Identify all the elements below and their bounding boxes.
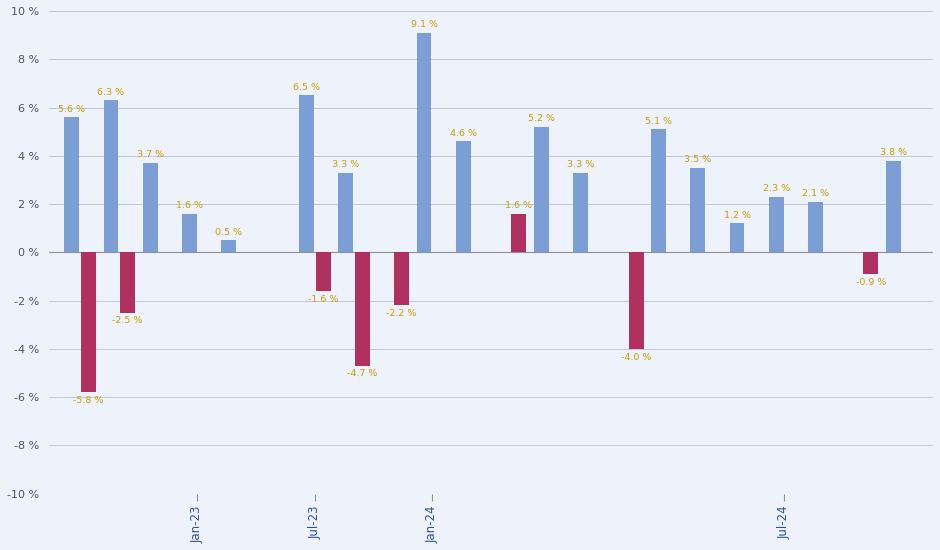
Text: -4.7 %: -4.7 % (347, 370, 377, 378)
Bar (221, 240, 236, 252)
Bar (807, 202, 822, 252)
Bar (416, 32, 431, 252)
Text: 5.1 %: 5.1 % (645, 117, 672, 125)
Bar (864, 252, 878, 274)
Text: 5.6 %: 5.6 % (58, 104, 86, 113)
Bar (729, 223, 744, 252)
Bar (573, 173, 588, 252)
Bar (691, 168, 705, 252)
Text: 1.6 %: 1.6 % (176, 201, 203, 210)
Bar (181, 214, 196, 252)
Bar (886, 161, 901, 252)
Text: 3.5 %: 3.5 % (684, 155, 712, 164)
Text: 4.6 %: 4.6 % (449, 129, 477, 138)
Text: 6.3 %: 6.3 % (98, 87, 125, 97)
Text: -4.0 %: -4.0 % (621, 353, 651, 361)
Bar (299, 96, 314, 252)
Bar (629, 252, 644, 349)
Bar (120, 252, 134, 313)
Bar (65, 117, 79, 252)
Text: 1.2 %: 1.2 % (724, 211, 750, 220)
Bar (354, 252, 369, 366)
Text: 9.1 %: 9.1 % (411, 20, 437, 29)
Text: 3.7 %: 3.7 % (136, 150, 164, 159)
Text: 0.5 %: 0.5 % (215, 228, 242, 236)
Text: -0.9 %: -0.9 % (855, 278, 886, 287)
Text: 1.6 %: 1.6 % (505, 201, 532, 210)
Bar (81, 252, 96, 392)
Bar (511, 214, 526, 252)
Text: 2.1 %: 2.1 % (802, 189, 829, 198)
Text: 3.8 %: 3.8 % (880, 148, 907, 157)
Text: -2.5 %: -2.5 % (112, 316, 143, 325)
Text: 3.3 %: 3.3 % (567, 160, 594, 169)
Bar (769, 197, 784, 252)
Bar (103, 100, 118, 252)
Bar (316, 252, 331, 291)
Text: -2.2 %: -2.2 % (386, 309, 416, 318)
Text: 5.2 %: 5.2 % (528, 114, 555, 123)
Text: -5.8 %: -5.8 % (73, 396, 103, 405)
Text: 6.5 %: 6.5 % (293, 83, 321, 92)
Bar (534, 127, 549, 252)
Bar (651, 129, 666, 252)
Bar (338, 173, 353, 252)
Bar (394, 252, 409, 305)
Bar (143, 163, 158, 252)
Text: 2.3 %: 2.3 % (762, 184, 790, 193)
Bar (456, 141, 471, 252)
Text: 3.3 %: 3.3 % (332, 160, 359, 169)
Text: -1.6 %: -1.6 % (308, 295, 338, 304)
